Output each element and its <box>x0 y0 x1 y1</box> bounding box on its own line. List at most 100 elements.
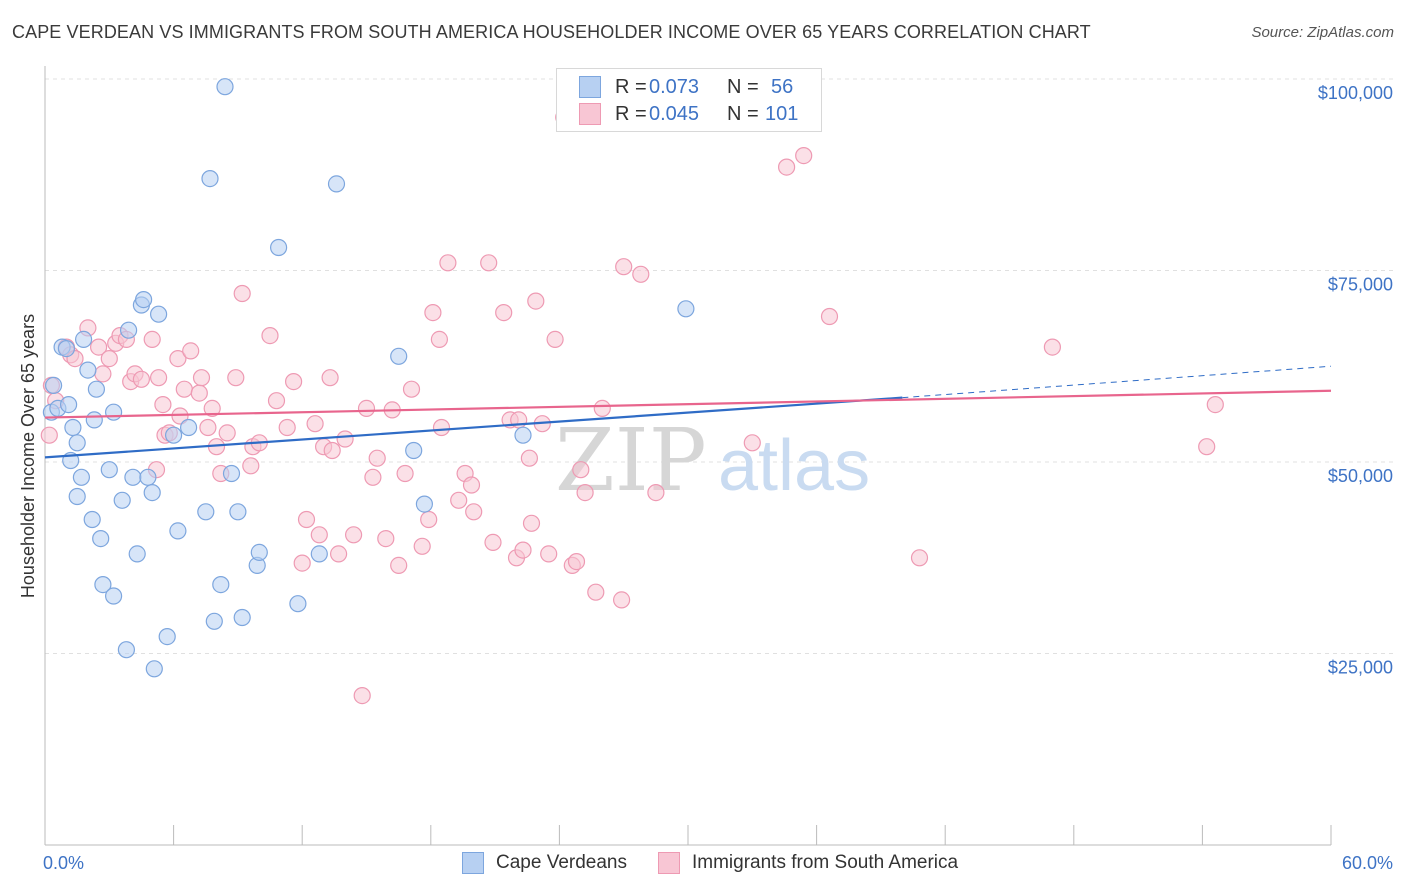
point-immigrants <box>233 284 251 303</box>
trend-line-cape-verdeans-extension <box>902 365 1332 399</box>
legend-row-cape-verdeans: R = 0.073 N = 56 <box>579 74 793 100</box>
point-cape-verdeans <box>120 321 138 339</box>
axes <box>44 66 1332 846</box>
legend-r-label: R = <box>615 75 647 98</box>
point-cape-verdeans <box>57 340 76 358</box>
point-cape-verdeans <box>135 291 153 309</box>
stats-legend: R = 0.073 N = 56 R = 0.045 N = 101 <box>556 68 822 132</box>
point-immigrants <box>293 554 311 572</box>
point-immigrants <box>100 350 118 368</box>
legend-row-immigrants: R = 0.045 N = 101 <box>579 101 798 127</box>
point-immigrants <box>285 373 303 391</box>
point-cape-verdeans <box>222 464 241 483</box>
point-immigrants <box>192 369 211 387</box>
point-cape-verdeans <box>143 484 161 502</box>
point-immigrants <box>150 369 168 387</box>
point-cape-verdeans <box>212 575 230 594</box>
point-immigrants <box>323 441 341 460</box>
point-immigrants <box>132 370 150 388</box>
point-immigrants <box>154 396 172 414</box>
point-immigrants <box>182 342 200 360</box>
point-immigrants <box>1043 338 1062 356</box>
point-cape-verdeans <box>229 503 247 521</box>
point-cape-verdeans <box>310 545 328 563</box>
x-tick-label: 60.0% <box>1342 853 1393 873</box>
point-immigrants <box>432 418 451 437</box>
point-cape-verdeans <box>216 78 234 96</box>
point-immigrants <box>593 399 611 417</box>
point-immigrants <box>278 418 296 437</box>
point-immigrants <box>546 330 564 348</box>
trend-lines <box>44 365 1332 459</box>
y-tick-label: $100,000 <box>1318 83 1393 103</box>
point-immigrants <box>522 514 541 532</box>
legend-swatch-pink <box>658 852 680 874</box>
point-immigrants <box>321 369 339 387</box>
point-immigrants <box>450 491 468 509</box>
point-cape-verdeans <box>104 403 123 421</box>
legend-item-immigrants[interactable]: Immigrants from South America <box>658 852 958 874</box>
point-immigrants <box>336 430 354 448</box>
y-tick-label: $75,000 <box>1328 275 1393 295</box>
point-immigrants <box>572 461 590 479</box>
point-cape-verdeans <box>250 543 268 562</box>
point-cape-verdeans <box>150 305 168 323</box>
point-cape-verdeans <box>405 441 423 460</box>
point-cape-verdeans <box>139 468 157 486</box>
point-cape-verdeans <box>145 660 163 678</box>
point-cape-verdeans <box>158 627 176 646</box>
legend-item-cape-verdeans[interactable]: Cape Verdeans <box>462 852 627 874</box>
point-immigrants <box>567 552 586 571</box>
point-immigrants <box>218 424 236 442</box>
point-immigrants <box>612 591 631 609</box>
point-cape-verdeans <box>197 503 215 521</box>
point-cape-verdeans <box>113 491 131 509</box>
point-immigrants <box>615 258 633 276</box>
point-immigrants <box>330 545 348 563</box>
point-immigrants <box>743 434 761 452</box>
point-immigrants <box>297 510 316 529</box>
point-cape-verdeans <box>59 396 78 414</box>
point-immigrants <box>242 457 260 475</box>
point-cape-verdeans <box>83 510 101 529</box>
point-immigrants <box>430 330 448 348</box>
point-immigrants <box>465 503 483 521</box>
trend-line-immigrants <box>44 389 1332 419</box>
point-immigrants <box>345 526 363 544</box>
trend-line-cape-verdeans <box>44 396 903 459</box>
point-immigrants <box>413 537 431 555</box>
legend-n-label: N = <box>727 102 759 125</box>
point-immigrants <box>377 529 395 548</box>
point-immigrants <box>540 545 558 563</box>
point-immigrants <box>89 338 108 356</box>
point-cape-verdeans <box>94 575 112 594</box>
point-cape-verdeans <box>68 487 86 506</box>
point-cape-verdeans <box>415 495 433 513</box>
legend-label-cape-verdeans: Cape Verdeans <box>496 852 627 873</box>
point-immigrants <box>40 426 58 444</box>
point-immigrants <box>306 415 324 433</box>
point-immigrants <box>94 365 112 383</box>
point-cape-verdeans <box>92 529 110 548</box>
point-cape-verdeans <box>327 175 346 193</box>
legend-n-value: 101 <box>765 102 799 125</box>
point-cape-verdeans <box>169 522 187 540</box>
point-immigrants <box>357 399 376 417</box>
point-immigrants <box>353 686 371 705</box>
point-immigrants <box>420 510 438 529</box>
point-cape-verdeans <box>117 641 136 659</box>
point-cape-verdeans <box>180 418 198 437</box>
point-immigrants <box>190 384 208 402</box>
point-immigrants <box>310 526 328 544</box>
point-immigrants <box>520 449 539 467</box>
point-immigrants <box>261 327 279 345</box>
point-cape-verdeans <box>165 426 183 444</box>
chart-title: CAPE VERDEAN VS IMMIGRANTS FROM SOUTH AM… <box>12 22 1091 42</box>
point-immigrants <box>402 380 421 398</box>
point-immigrants <box>199 418 217 437</box>
point-cape-verdeans <box>270 238 288 257</box>
point-immigrants <box>484 533 502 552</box>
point-immigrants <box>632 265 650 283</box>
point-cape-verdeans <box>74 330 93 348</box>
